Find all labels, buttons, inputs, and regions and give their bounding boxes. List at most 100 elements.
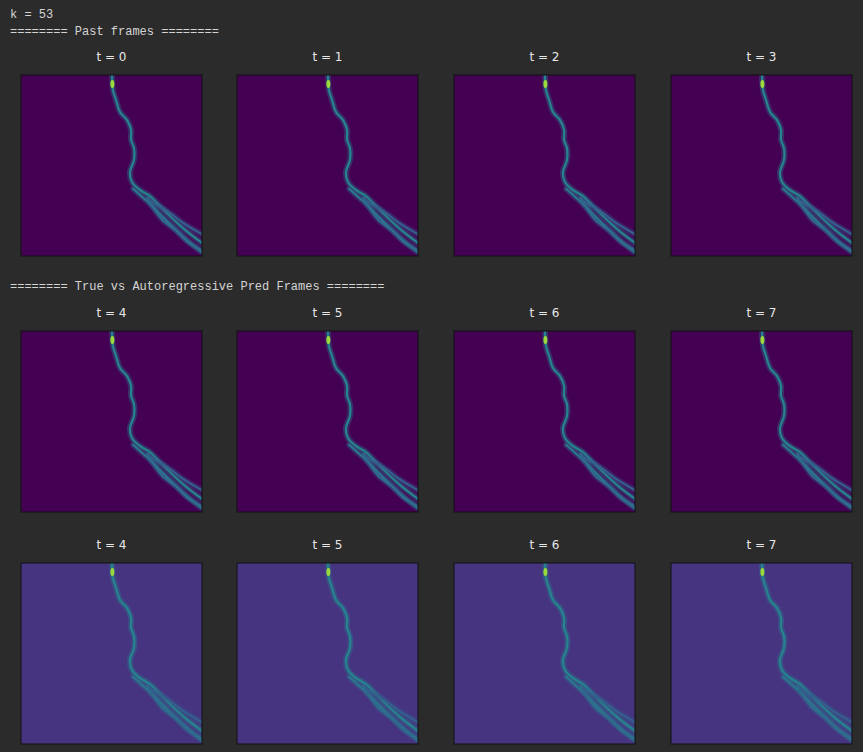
peak	[543, 336, 547, 344]
peak	[110, 568, 114, 576]
channel	[801, 458, 852, 491]
image-area	[237, 75, 418, 256]
channel-halo	[783, 445, 852, 508]
channel-halo	[367, 690, 418, 723]
channel	[566, 189, 635, 252]
frame	[237, 331, 418, 512]
channel-halo	[566, 445, 635, 508]
frame	[454, 563, 635, 744]
peak	[543, 568, 547, 576]
channel-halo	[581, 454, 635, 506]
channel-halo	[801, 202, 852, 235]
background	[671, 75, 852, 256]
channel-halo	[783, 677, 852, 740]
panel	[454, 75, 635, 256]
channel	[133, 189, 202, 252]
channel	[801, 202, 852, 235]
channel	[584, 458, 635, 491]
channel-halo	[581, 686, 635, 738]
channel-halo	[584, 202, 635, 235]
channel	[783, 677, 852, 740]
panel-title: t = 1	[312, 50, 342, 64]
channel-halo	[783, 189, 852, 252]
panel	[671, 563, 852, 744]
channel	[783, 445, 852, 508]
channel-halo	[581, 198, 635, 250]
frame	[671, 563, 852, 744]
channel-halo	[566, 189, 635, 252]
channel	[151, 690, 202, 723]
section-title: ======== True vs Autoregressive Pred Fra…	[10, 280, 384, 294]
image-area	[237, 331, 418, 512]
channel-halo	[364, 454, 418, 506]
background	[454, 563, 635, 744]
channel	[367, 202, 418, 235]
channel	[151, 458, 202, 491]
background	[21, 331, 202, 512]
peak	[760, 336, 764, 344]
channel	[798, 198, 852, 250]
channel-halo	[151, 458, 202, 491]
channel-halo	[133, 445, 202, 508]
channel	[148, 454, 202, 506]
background	[237, 75, 418, 256]
channel	[783, 189, 852, 252]
image-area	[454, 331, 635, 512]
channel-halo	[148, 198, 202, 250]
panel-title: t = 0	[96, 50, 126, 64]
channel	[349, 445, 418, 508]
background	[454, 75, 635, 256]
peak	[110, 80, 114, 88]
background	[671, 331, 852, 512]
peak	[760, 568, 764, 576]
channel-halo	[349, 445, 418, 508]
channel	[798, 686, 852, 738]
background	[21, 75, 202, 256]
panel	[237, 75, 418, 256]
panel-title: t = 2	[529, 50, 559, 64]
panel-title: t = 5	[312, 538, 342, 552]
panel	[454, 331, 635, 512]
channel	[566, 445, 635, 508]
channel-halo	[798, 198, 852, 250]
channel	[367, 690, 418, 723]
background	[237, 563, 418, 744]
background	[671, 563, 852, 744]
channel-halo	[364, 198, 418, 250]
channel	[581, 454, 635, 506]
section-title: ======== Past frames ========	[10, 25, 219, 39]
channel	[148, 686, 202, 738]
channel	[349, 677, 418, 740]
panel-title: t = 3	[746, 50, 776, 64]
channel-halo	[584, 458, 635, 491]
panel	[671, 75, 852, 256]
panel-title: t = 7	[746, 306, 776, 320]
header-label: k = 53	[10, 8, 53, 22]
figure: k = 53 ======== Past frames ======== =====…	[0, 0, 863, 752]
peak	[543, 80, 547, 88]
channel-halo	[584, 690, 635, 723]
channel	[581, 198, 635, 250]
frame	[671, 75, 852, 256]
panel-title: t = 7	[746, 538, 776, 552]
background	[454, 331, 635, 512]
image-area	[671, 331, 852, 512]
panel	[454, 563, 635, 744]
background	[21, 563, 202, 744]
frame	[237, 563, 418, 744]
channel	[801, 690, 852, 723]
image-area	[237, 563, 418, 744]
image-area	[671, 563, 852, 744]
image-area	[21, 563, 202, 744]
image-area	[454, 75, 635, 256]
frame	[21, 563, 202, 744]
channel-halo	[349, 189, 418, 252]
frame	[21, 75, 202, 256]
channel-halo	[566, 677, 635, 740]
channel	[151, 202, 202, 235]
frame	[671, 331, 852, 512]
channel	[566, 677, 635, 740]
image-area	[671, 75, 852, 256]
channel	[133, 445, 202, 508]
panel-title: t = 4	[96, 306, 126, 320]
